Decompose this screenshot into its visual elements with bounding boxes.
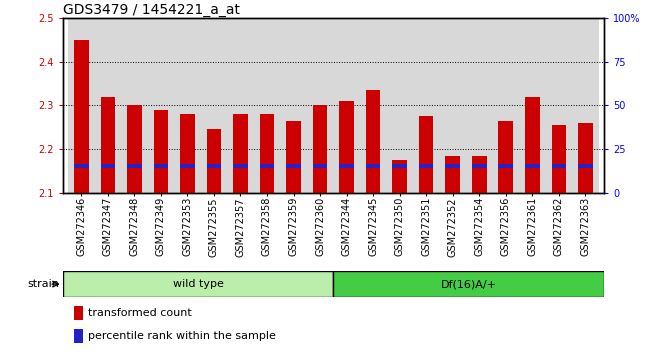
Bar — [339, 101, 354, 193]
Bar — [366, 164, 380, 168]
Bar — [73, 306, 83, 320]
Bar — [253, 18, 280, 193]
Bar — [386, 18, 413, 193]
Bar — [233, 114, 248, 193]
Bar — [498, 164, 513, 168]
Text: wild type: wild type — [172, 279, 224, 289]
Bar — [286, 121, 301, 193]
Bar — [498, 121, 513, 193]
Bar — [360, 18, 386, 193]
Text: strain: strain — [28, 279, 59, 289]
Bar — [207, 164, 221, 168]
Bar — [280, 18, 307, 193]
Bar — [366, 90, 380, 193]
Text: percentile rank within the sample: percentile rank within the sample — [88, 331, 275, 341]
Bar — [333, 18, 360, 193]
Bar — [552, 164, 566, 168]
Bar — [466, 18, 492, 193]
Bar — [519, 18, 546, 193]
Bar — [313, 105, 327, 193]
Bar — [413, 18, 440, 193]
Bar — [392, 164, 407, 168]
Text: Df(16)A/+: Df(16)A/+ — [441, 279, 496, 289]
Bar — [440, 18, 466, 193]
Bar — [127, 164, 142, 168]
Bar — [63, 271, 333, 297]
Bar — [121, 18, 148, 193]
Bar — [286, 164, 301, 168]
Bar — [419, 164, 434, 168]
Bar — [472, 164, 486, 168]
Bar — [419, 116, 434, 193]
Bar — [233, 164, 248, 168]
Bar — [333, 271, 604, 297]
Bar — [100, 97, 115, 193]
Bar — [74, 40, 88, 193]
Bar — [148, 18, 174, 193]
Bar — [307, 18, 333, 193]
Bar — [472, 156, 486, 193]
Bar — [525, 97, 540, 193]
Bar — [154, 110, 168, 193]
Bar — [259, 114, 275, 193]
Bar — [313, 164, 327, 168]
Bar — [68, 18, 94, 193]
Bar — [578, 123, 593, 193]
Bar — [180, 114, 195, 193]
Bar — [546, 18, 572, 193]
Bar — [572, 18, 599, 193]
Bar — [201, 18, 227, 193]
Bar — [127, 105, 142, 193]
Bar — [174, 18, 201, 193]
Bar — [180, 164, 195, 168]
Bar — [446, 156, 460, 193]
Bar — [492, 18, 519, 193]
Bar — [446, 164, 460, 168]
Bar — [100, 164, 115, 168]
Bar — [207, 130, 221, 193]
Bar — [154, 164, 168, 168]
Bar — [227, 18, 253, 193]
Bar — [74, 164, 88, 168]
Bar — [73, 329, 83, 343]
Text: GDS3479 / 1454221_a_at: GDS3479 / 1454221_a_at — [63, 3, 240, 17]
Text: transformed count: transformed count — [88, 308, 191, 318]
Bar — [578, 164, 593, 168]
Bar — [259, 164, 275, 168]
Bar — [94, 18, 121, 193]
Bar — [392, 160, 407, 193]
Bar — [339, 164, 354, 168]
Bar — [552, 125, 566, 193]
Bar — [525, 164, 540, 168]
